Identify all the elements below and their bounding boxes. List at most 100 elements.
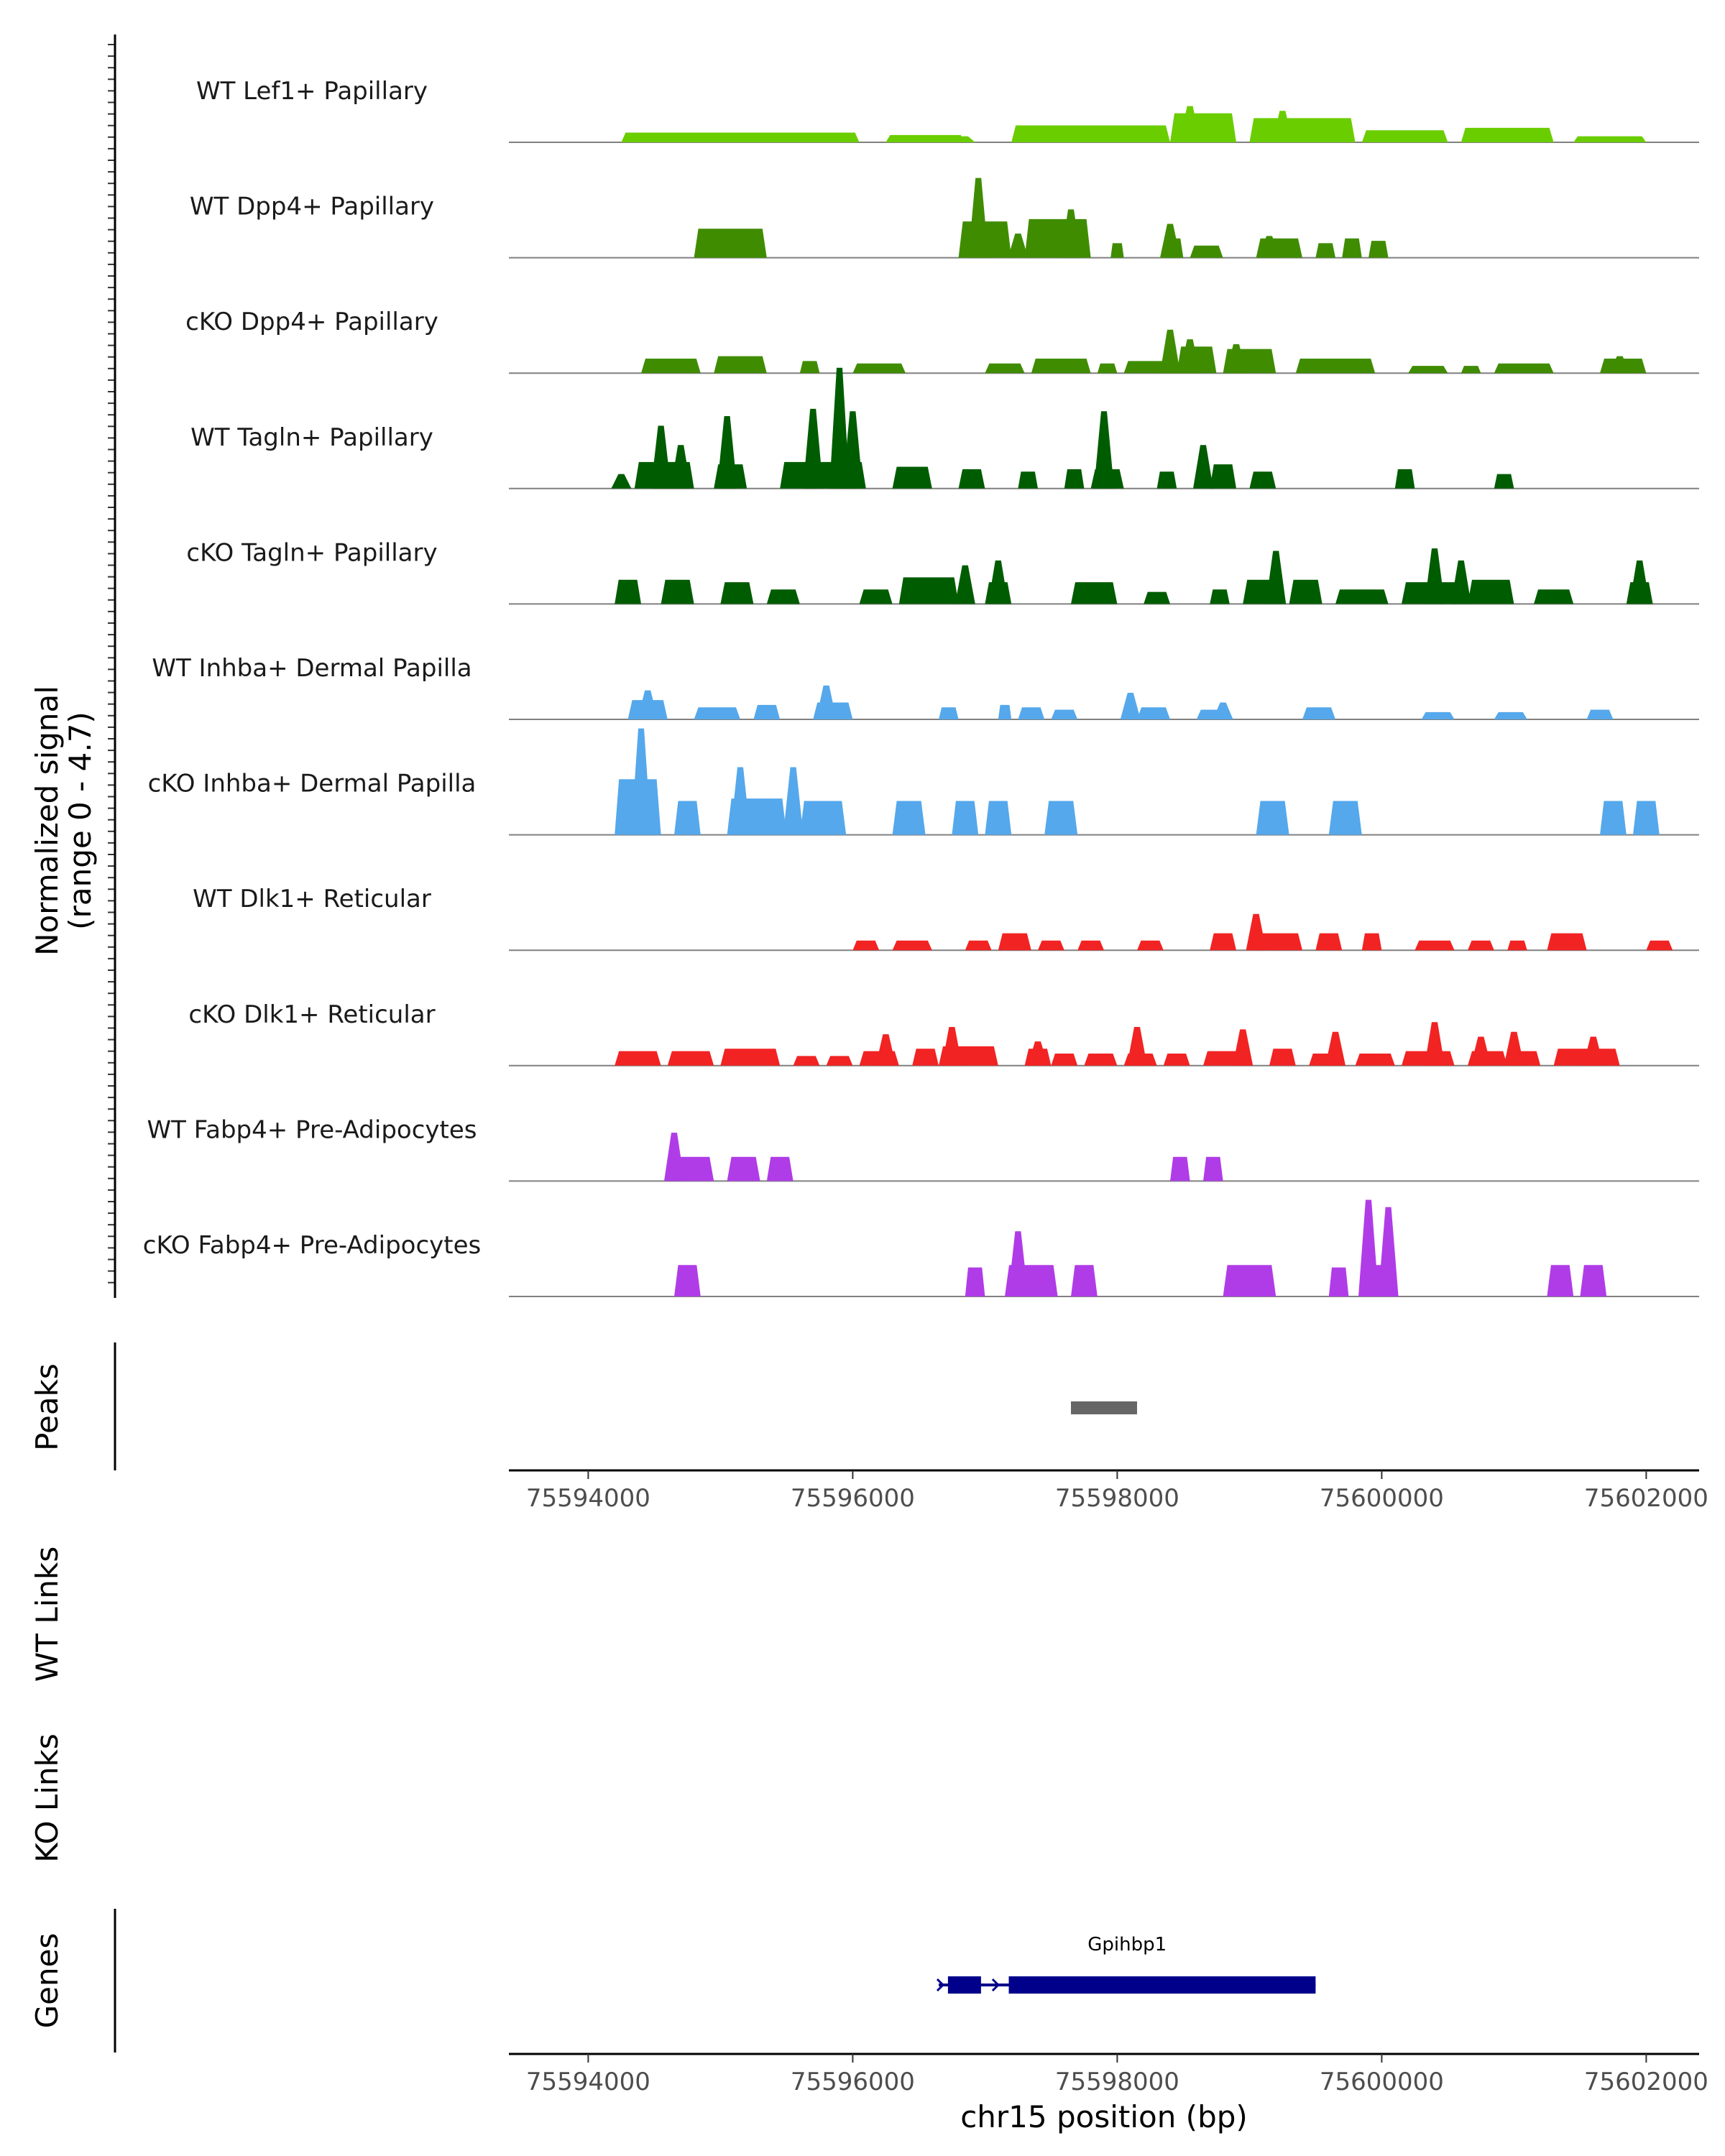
coverage-spike: [1160, 224, 1180, 258]
coverage-block: [667, 1051, 714, 1066]
coverage-block: [1203, 1156, 1223, 1181]
coverage-block: [852, 940, 880, 951]
coverage-spike: [1325, 1031, 1346, 1066]
x-tick-label: 75596000: [791, 2068, 915, 2096]
coverage-block: [615, 1051, 661, 1066]
coverage-block: [661, 579, 694, 604]
x-tick-label: 75602000: [1584, 2068, 1708, 2096]
coverage-block: [720, 1049, 781, 1066]
coverage-block: [1156, 471, 1177, 489]
coverage-spike: [1266, 550, 1287, 604]
track-label: cKO Dlk1+ Reticular: [188, 1000, 435, 1029]
genes-ylabel: Genes: [29, 1933, 65, 2029]
coverage-block: [1468, 940, 1494, 951]
coverage-block: [1170, 113, 1236, 142]
genes-x-axis-ticks: 75594000 75596000 75598000 75600000 75602000: [526, 2054, 1708, 2096]
coverage-block: [1024, 218, 1091, 258]
coverage-spike: [631, 728, 651, 835]
coverage-block: [1144, 591, 1170, 604]
coverage-block: [615, 579, 641, 604]
coverage-block: [1223, 1265, 1276, 1296]
coverage-spike: [1179, 339, 1200, 374]
coverage-block: [892, 940, 932, 951]
strand-arrow-icon: [991, 1978, 1000, 1992]
coverage-block: [912, 1049, 939, 1066]
track-label: cKO Fabp4+ Pre-Adipocytes: [143, 1231, 482, 1260]
coverage-spike: [1179, 106, 1200, 142]
x-tick-label: 75598000: [1055, 1484, 1179, 1513]
track-label: WT Inhba+ Dermal Papilla: [152, 654, 472, 683]
coverage-block: [1289, 579, 1322, 604]
coverage-block: [1210, 589, 1230, 604]
track-3: cKO Dpp4+ Papillary: [185, 308, 1699, 374]
coverage-block: [1315, 243, 1335, 258]
coverage-spike: [1160, 329, 1180, 374]
coverage-spike: [1094, 411, 1114, 489]
coverage-block: [985, 363, 1025, 374]
coverage-block: [1361, 933, 1382, 951]
x-tick-label: 75594000: [526, 2068, 650, 2096]
track-label: WT Dpp4+ Papillary: [190, 193, 434, 221]
peaks-ylabel: Peaks: [29, 1363, 65, 1451]
coverage-block: [1038, 940, 1064, 951]
coverage-block: [1494, 474, 1514, 489]
coverage-spike: [1213, 702, 1233, 719]
coverage-block: [1460, 366, 1481, 374]
coverage-block: [1256, 801, 1289, 835]
coverage-block: [1547, 933, 1587, 951]
coverage-block: [1031, 359, 1091, 374]
coverage-block: [1573, 136, 1647, 142]
coverage-block: [826, 1056, 853, 1066]
coverage-block: [1361, 130, 1448, 142]
coverage-spike: [1583, 1036, 1604, 1066]
coverage-block: [1210, 933, 1236, 951]
gene-exon: [947, 1976, 981, 1994]
coverage-spike: [954, 136, 975, 142]
track-2: WT Dpp4+ Papillary: [190, 178, 1699, 259]
coverage-block: [727, 1156, 760, 1181]
coverage-block: [859, 589, 893, 604]
track-11: cKO Fabp4+ Pre-Adipocytes: [143, 1199, 1699, 1297]
coverage-block: [1011, 125, 1170, 142]
coverage-block: [1633, 801, 1660, 835]
coverage-block: [621, 132, 860, 142]
coverage-block: [694, 707, 740, 719]
x-tick-label: 75600000: [1320, 1484, 1444, 1513]
coverage-spike: [816, 685, 837, 719]
coverage-spike: [829, 367, 850, 489]
coverage-block: [1494, 363, 1554, 374]
coverage-block: [1190, 245, 1223, 258]
signal-ylabel-line2: (range 0 - 4.7): [63, 711, 98, 930]
coverage-block: [1394, 469, 1415, 489]
coverage-block: [1044, 801, 1078, 835]
gene-name-label: Gpihbp1: [1087, 1934, 1167, 1955]
x-tick-label: 75602000: [1584, 1484, 1708, 1513]
coverage-spike: [664, 1133, 684, 1181]
coverage-spike: [783, 767, 804, 835]
coverage-spike: [1008, 233, 1029, 258]
coverage-block: [1077, 940, 1104, 951]
coverage-spike: [1061, 209, 1081, 258]
coverage-block: [939, 707, 959, 719]
coverage-block: [1071, 1265, 1098, 1296]
coverage-block: [799, 801, 847, 835]
coverage-spike: [1233, 1029, 1254, 1066]
coverage-block: [1460, 127, 1554, 142]
coverage-block: [965, 940, 992, 951]
coverage-spike: [1378, 1207, 1399, 1296]
coverage-block: [793, 1056, 820, 1066]
coverage-block: [714, 356, 767, 374]
genes-track: Gpihbp1: [936, 1934, 1316, 1994]
coverage-spike: [638, 690, 658, 719]
coverage-block: [1210, 464, 1236, 489]
track-10: WT Fabp4+ Pre-Adipocytes: [147, 1115, 1699, 1182]
coverage-block: [985, 801, 1012, 835]
coverage-block: [965, 1267, 985, 1296]
track-6: WT Inhba+ Dermal Papilla: [152, 654, 1699, 720]
coverage-block: [886, 134, 965, 142]
track-8: WT Dlk1+ Reticular: [193, 885, 1699, 952]
coverage-block: [1335, 589, 1389, 604]
coverage-block: [1414, 940, 1455, 951]
x-axis-label: chr15 position (bp): [960, 2099, 1248, 2134]
